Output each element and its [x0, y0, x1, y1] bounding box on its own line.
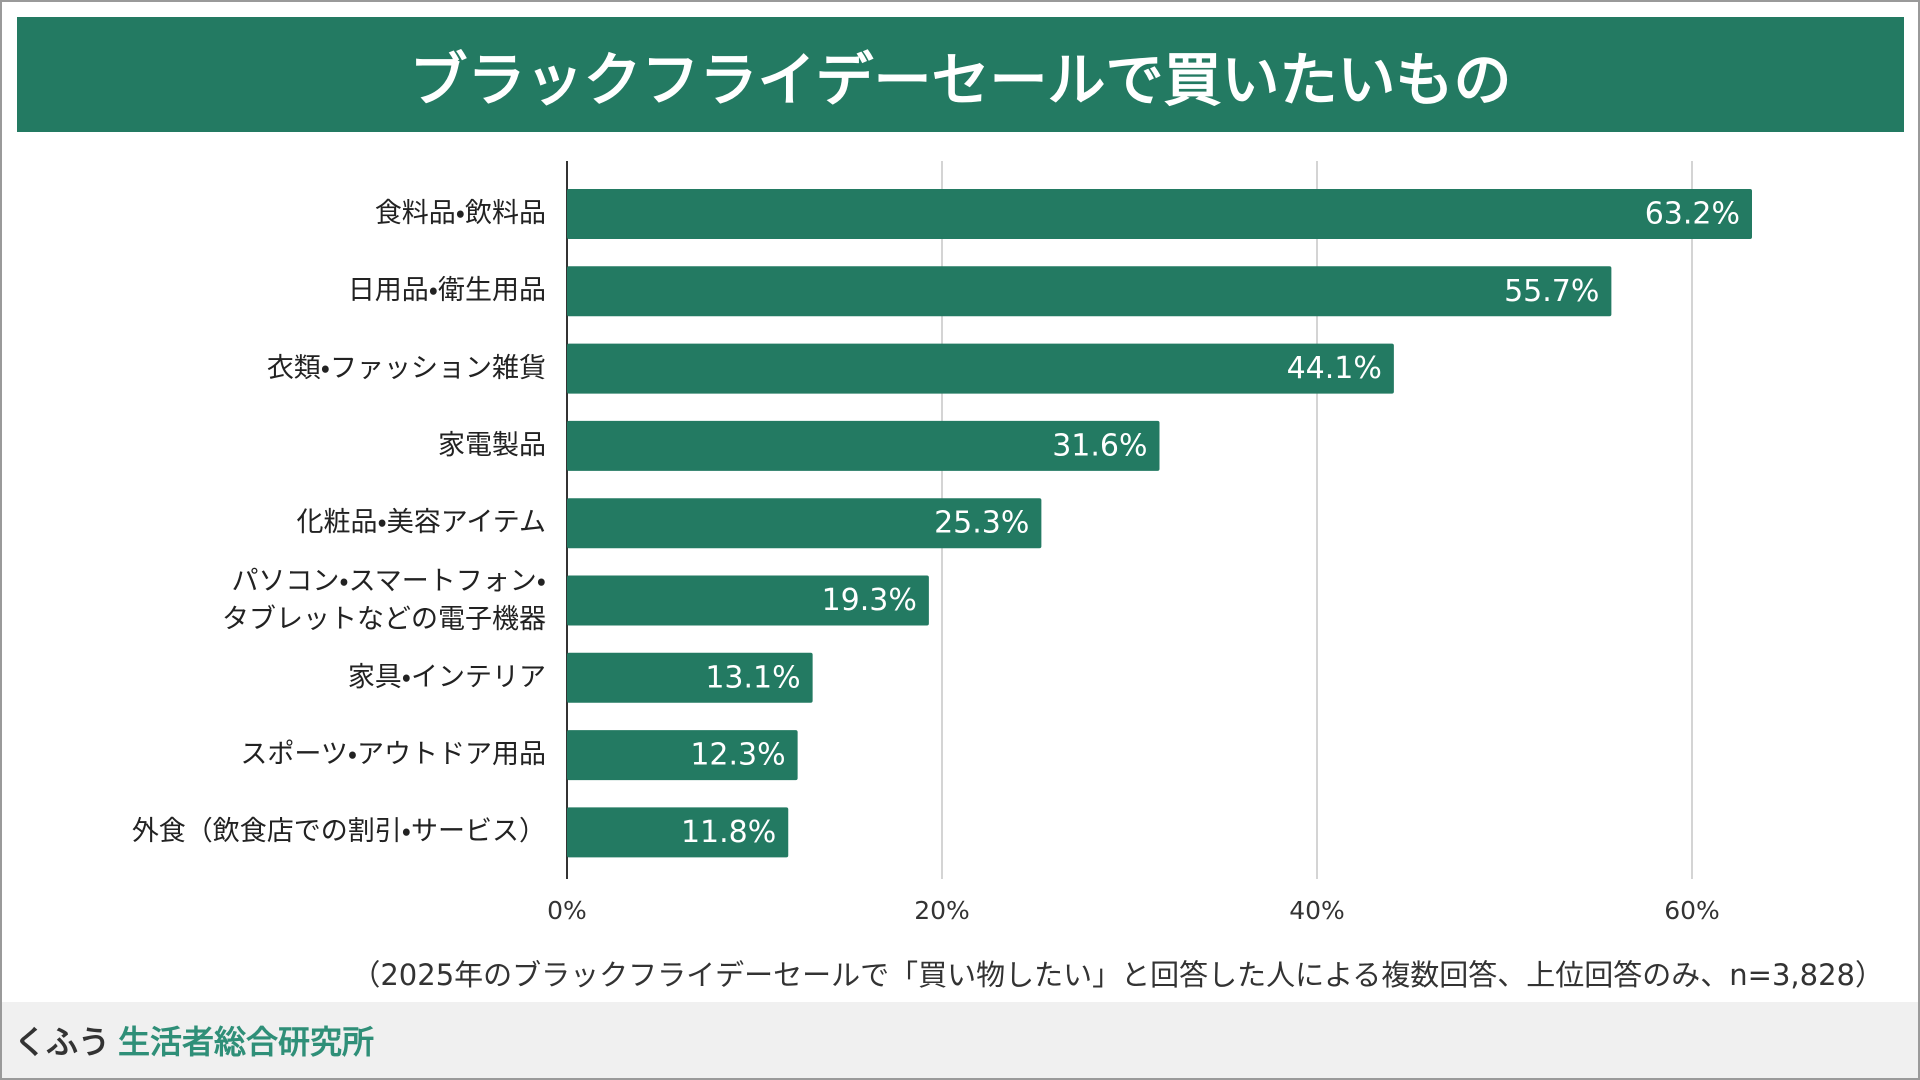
bar: [567, 652, 813, 703]
chart: 0% 20% 40% 60% 63.2% 55.7% 44.1% 31.6% 25.3% 19.3…: [547, 161, 1752, 925]
bar: [567, 730, 798, 781]
chart-title: ブラックフライデーセールで買いたいもの: [17, 17, 1904, 132]
bar: [567, 266, 1612, 317]
category-label: 衣類・ファッション雑貨: [266, 352, 546, 384]
value-label: 11.8%: [681, 815, 776, 850]
bar: [567, 575, 929, 626]
bar: [567, 420, 1160, 471]
value-label: 12.3%: [690, 738, 785, 773]
category-label: 家具・インテリア: [347, 661, 546, 693]
category-label: 外食（飲食店での割引・サービス）: [131, 816, 546, 848]
value-label: 25.3%: [934, 506, 1029, 541]
value-label: 44.1%: [1287, 351, 1382, 386]
footnote: （2025年のブラックフライデーセールで「買い物したい」と回答した人による複数回…: [351, 958, 1884, 992]
bar: [567, 189, 1752, 239]
brand: くふう: [14, 1023, 111, 1061]
category-label: 日用品・衛生用品: [347, 275, 546, 307]
footer: くふう 生活者総合研究所: [2, 1002, 1918, 1078]
category-label: パソコン・スマートフォン・ タブレットなどの電子機器: [222, 565, 546, 635]
organization: 生活者総合研究所: [118, 1023, 375, 1061]
x-tick-label: 60%: [1664, 896, 1720, 925]
category-label: 食料品・飲料品: [374, 198, 546, 229]
x-tick-label: 40%: [1289, 896, 1345, 925]
x-tick-label: 20%: [914, 896, 970, 925]
value-label: 13.1%: [705, 660, 800, 695]
value-label: 31.6%: [1052, 428, 1147, 463]
value-label: 63.2%: [1645, 197, 1740, 232]
category-label: 家電製品: [438, 429, 546, 461]
bar: [567, 343, 1394, 394]
bar: [567, 498, 1042, 549]
value-label: 19.3%: [822, 583, 917, 618]
category-label: スポーツ・アウトドア用品: [240, 739, 546, 771]
bar: [567, 807, 789, 858]
value-label: 55.7%: [1504, 274, 1599, 309]
category-label: 化粧品・美容アイテム: [296, 507, 546, 539]
x-tick-label: 0%: [547, 896, 587, 925]
